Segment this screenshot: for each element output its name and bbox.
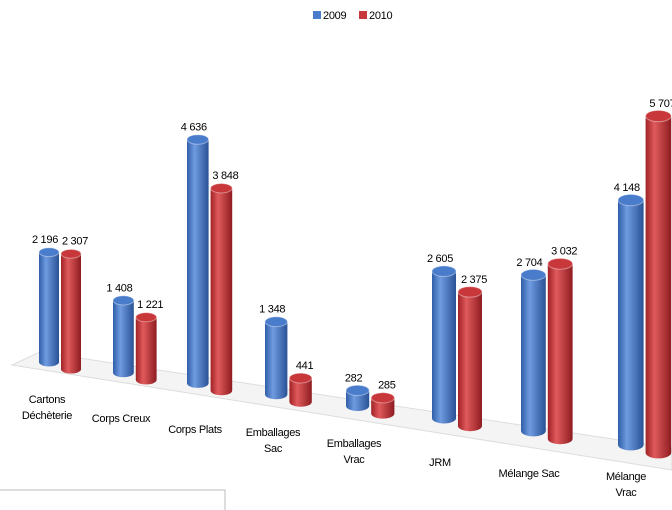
bar [135,312,158,385]
x-tick-label: Mélange Sac [498,468,560,480]
bar [112,295,135,378]
bar-body [61,253,81,374]
bar-cap [210,182,233,194]
bar [457,286,483,432]
table-frame [0,489,226,510]
value-label: 4 148 [614,182,640,194]
bar-cap [38,247,60,258]
value-label: 285 [378,380,396,392]
x-tick-label: Emballages Vrac [326,438,382,466]
bar [370,392,395,419]
value-label: 2 605 [427,253,453,265]
bar-body [645,116,672,459]
bar [210,182,233,396]
bar-cap [288,372,313,384]
bar-cap [135,312,158,323]
x-tick-label: Cartons Déchèterie [21,394,73,422]
value-label: 282 [345,372,363,384]
value-label: 3 848 [212,170,238,182]
bar-body [547,263,573,445]
bar-cap [431,265,457,277]
bar-body [265,321,288,400]
bar-body [618,200,644,451]
bar-cap [645,109,672,123]
bar-cap [345,384,370,396]
bar-cap [112,295,135,306]
bar-cap [617,193,645,207]
value-label: 4 636 [181,121,207,133]
bar [617,193,645,451]
bar [547,257,574,445]
bar-body [432,271,456,424]
bar-cap [370,392,395,404]
bar-cap [457,286,483,298]
bar-body [371,397,395,419]
x-tick-label: JRM [429,457,451,469]
bar-body [135,317,157,385]
value-label: 1 408 [106,282,132,294]
bar-cap [264,316,288,328]
bar-body [346,390,370,412]
value-label: 2 307 [62,236,88,248]
bar [38,247,60,367]
x-tick-label: Mélange Vrac [605,471,647,499]
value-label: 441 [296,360,314,372]
bar [264,316,288,400]
bar-body [39,252,59,367]
x-tick-label: Corps Creux [91,413,151,425]
value-label: 2 704 [516,257,542,269]
bar [288,372,313,407]
legend-label: 2009 [323,10,346,22]
bar-cap [186,134,210,145]
bar [645,109,672,459]
bar [431,265,457,424]
legend-swatch [313,11,321,19]
bar-body [289,378,312,407]
bar-body [210,188,233,396]
x-tick-label: Corps Plats [168,424,222,436]
bar-body [458,291,482,432]
bar [60,248,82,374]
x-tick-label: Emballages Sac [245,427,301,455]
bar-body [187,139,209,388]
bar-cap [520,268,547,281]
bar [186,134,210,388]
bar-body [521,274,546,437]
value-label: 2 196 [32,234,58,246]
legend-swatch [359,11,367,19]
value-label: 2 375 [461,274,487,286]
bar [520,268,547,437]
legend-label: 2010 [369,10,392,22]
bar-body [113,300,134,378]
bar [345,384,370,412]
value-label: 1 221 [137,299,163,311]
value-label: 3 032 [551,246,577,258]
bar-cap [547,257,574,270]
value-label: 5 707 [649,98,672,110]
value-label: 1 348 [259,304,285,316]
bar-cap [60,248,82,259]
floor [10,351,672,471]
